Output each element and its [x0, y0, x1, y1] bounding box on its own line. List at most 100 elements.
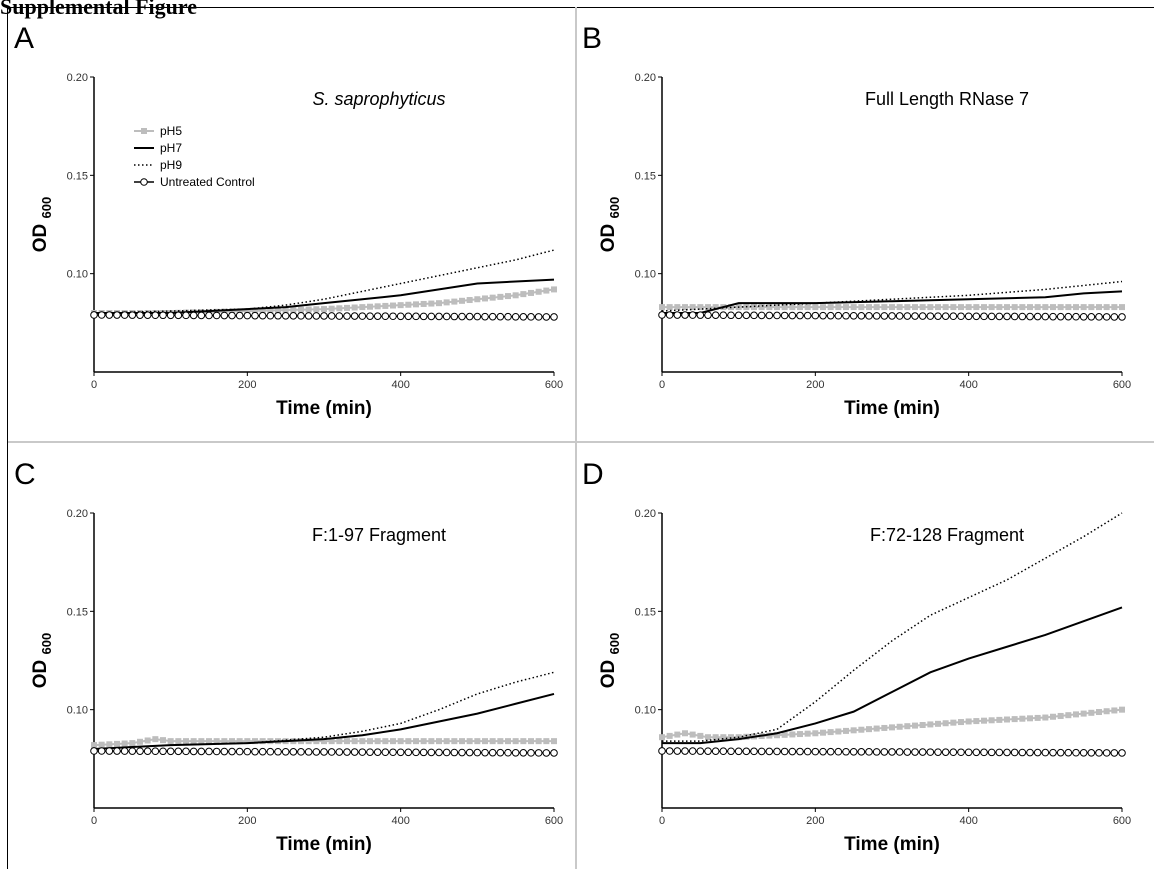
data-point — [343, 312, 351, 320]
data-point — [420, 300, 427, 307]
data-point — [235, 311, 244, 320]
data-point — [1095, 749, 1103, 757]
data-point — [980, 312, 988, 321]
data-point — [512, 292, 519, 299]
panel-b: B 0.10 0.15 0.20 0 200 400 600 Time (min) OD 600 F… — [578, 10, 1144, 442]
data-point — [1042, 304, 1049, 311]
data-point — [827, 729, 834, 736]
data-point — [120, 311, 129, 319]
y-axis-title-subscript: 600 — [39, 197, 54, 219]
data-point — [243, 311, 252, 320]
legend-item: pH9 — [134, 158, 182, 172]
data-point — [298, 306, 304, 313]
data-point — [451, 738, 458, 745]
y-tick-label: 0.15 — [67, 170, 88, 182]
data-point — [1080, 304, 1087, 311]
data-point — [511, 312, 520, 321]
data-point — [413, 301, 419, 308]
data-point — [274, 311, 282, 320]
data-point — [551, 286, 557, 293]
data-point — [543, 738, 550, 745]
data-point — [697, 304, 704, 311]
x-tick-label: 200 — [238, 379, 256, 391]
panel-a: A 0.10 0.15 0.20 0 200 400 600 Time (min) OD 600 S… — [10, 10, 576, 442]
panel-title: S. saprophyticus — [312, 89, 445, 109]
data-point — [1056, 312, 1065, 321]
data-point — [106, 741, 113, 748]
data-point — [1072, 312, 1080, 321]
data-point — [481, 748, 489, 757]
x-tick-label: 200 — [238, 815, 256, 827]
data-point — [212, 747, 221, 756]
data-point — [251, 311, 259, 320]
data-point — [857, 312, 866, 320]
data-point — [488, 312, 497, 321]
data-point — [665, 747, 674, 755]
data-point — [189, 311, 198, 320]
data-point — [290, 306, 297, 313]
x-tick-label: 600 — [1113, 379, 1131, 391]
data-point — [934, 748, 942, 756]
data-point — [374, 738, 381, 745]
data-point — [473, 312, 482, 321]
series-ph9 — [93, 249, 555, 314]
data-point — [665, 311, 674, 319]
data-point — [1118, 313, 1126, 321]
data-point — [1057, 712, 1064, 719]
data-point — [1004, 304, 1010, 311]
data-point — [1087, 749, 1096, 757]
data-point — [435, 748, 443, 757]
data-point — [1018, 312, 1027, 321]
x-tick-label: 400 — [391, 379, 409, 391]
data-point — [1019, 304, 1026, 311]
data-point — [1096, 709, 1102, 716]
data-point — [743, 733, 750, 740]
data-point — [804, 304, 811, 311]
data-point — [843, 304, 849, 311]
page-header: Supplemental Figure — [0, 0, 198, 19]
data-point — [842, 311, 850, 320]
x-tick-label: 600 — [545, 815, 563, 827]
chart-b: B 0.10 0.15 0.20 0 200 400 600 Time (min) OD 600 F… — [582, 22, 1131, 419]
data-point — [458, 312, 466, 321]
data-point — [889, 724, 895, 731]
data-point — [90, 311, 98, 319]
x-tick-label: 600 — [1113, 815, 1131, 827]
data-point — [160, 737, 166, 744]
data-point — [205, 311, 213, 320]
data-point — [114, 740, 120, 747]
x-tick-label: 0 — [91, 815, 97, 827]
data-point — [313, 738, 320, 745]
data-point — [183, 738, 189, 745]
data-point — [473, 748, 482, 757]
series-line — [94, 278, 555, 314]
data-point — [1041, 312, 1050, 321]
data-point — [941, 748, 950, 756]
data-point — [221, 308, 228, 315]
data-point — [496, 312, 505, 321]
data-point — [505, 293, 511, 300]
data-point — [213, 738, 220, 745]
data-point — [712, 304, 719, 311]
data-point — [1027, 715, 1033, 722]
data-point — [881, 724, 888, 731]
data-point — [551, 738, 557, 745]
data-point — [950, 304, 957, 311]
data-point — [419, 748, 428, 757]
data-point — [174, 311, 183, 320]
data-point — [351, 304, 358, 311]
data-point — [1080, 710, 1087, 717]
data-point — [842, 747, 850, 756]
data-point — [727, 311, 735, 320]
data-point — [405, 738, 412, 745]
y-tick-label: 0.15 — [67, 606, 88, 618]
data-point — [658, 311, 666, 319]
data-point — [820, 304, 826, 311]
data-point — [673, 311, 682, 319]
legend-marker — [140, 178, 148, 186]
data-point — [918, 748, 927, 756]
data-point — [443, 738, 450, 745]
data-point — [781, 731, 788, 738]
data-point — [228, 311, 236, 320]
data-point — [696, 311, 705, 319]
